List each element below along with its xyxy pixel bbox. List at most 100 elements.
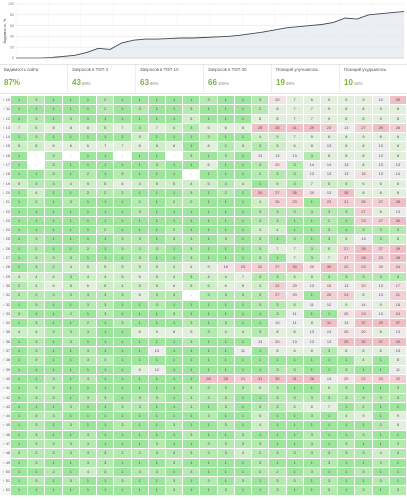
position-cell[interactable]: 1 bbox=[320, 439, 339, 449]
position-cell[interactable]: 8 bbox=[303, 319, 321, 328]
position-cell[interactable]: 5 bbox=[269, 133, 287, 142]
position-cell[interactable]: 1 bbox=[62, 458, 80, 467]
position-cell[interactable]: 1 bbox=[11, 486, 29, 495]
position-cell[interactable]: 1 bbox=[62, 96, 80, 105]
position-cell[interactable]: 1 bbox=[286, 439, 304, 449]
position-cell[interactable]: 3 bbox=[11, 449, 29, 458]
position-cell[interactable]: 3 bbox=[269, 402, 287, 412]
position-cell[interactable]: 3 bbox=[286, 179, 304, 188]
position-cell[interactable]: 1 bbox=[45, 226, 63, 235]
position-cell[interactable]: 31 bbox=[286, 374, 304, 384]
position-cell[interactable]: 3 bbox=[303, 244, 321, 254]
position-cell[interactable]: 3 bbox=[200, 449, 218, 458]
position-cell[interactable]: 1 bbox=[234, 319, 253, 328]
position-cell[interactable]: 1 bbox=[200, 421, 218, 430]
position-cell[interactable]: 3 bbox=[79, 300, 98, 309]
position-cell[interactable]: 1 bbox=[234, 170, 253, 179]
position-cell[interactable]: 3 bbox=[131, 207, 149, 216]
position-cell[interactable]: 8 bbox=[372, 188, 390, 198]
position-cell[interactable]: 1 bbox=[183, 421, 201, 430]
position-cell[interactable]: 1 bbox=[148, 374, 166, 384]
position-cell[interactable]: 1 bbox=[62, 412, 80, 421]
position-cell[interactable]: 1 bbox=[183, 374, 201, 384]
position-cell[interactable]: 3 bbox=[252, 235, 270, 244]
position-cell[interactable]: 3 bbox=[252, 254, 270, 263]
position-cell[interactable]: 2 bbox=[320, 216, 339, 226]
position-cell[interactable]: 1 bbox=[217, 365, 235, 374]
position-cell[interactable]: 1 bbox=[11, 439, 29, 449]
position-cell[interactable]: 3 bbox=[303, 467, 321, 477]
position-cell[interactable]: 3 bbox=[303, 254, 321, 263]
position-cell[interactable]: 1 bbox=[338, 458, 356, 467]
position-cell[interactable]: 1 bbox=[303, 309, 321, 319]
position-cell[interactable]: 1 bbox=[372, 384, 390, 393]
position-cell[interactable]: 1 bbox=[79, 412, 98, 421]
position-cell[interactable]: 3 bbox=[252, 244, 270, 254]
position-cell[interactable]: - bbox=[28, 151, 46, 161]
position-cell[interactable]: 8 bbox=[389, 105, 407, 114]
position-cell[interactable]: 1 bbox=[183, 216, 201, 226]
position-cell[interactable]: 3 bbox=[28, 421, 46, 430]
position-cell[interactable]: 4 bbox=[11, 272, 29, 281]
position-cell[interactable]: 3 bbox=[286, 235, 304, 244]
position-cell[interactable]: 1 bbox=[79, 235, 98, 244]
position-cell[interactable]: 20 bbox=[286, 281, 304, 291]
position-cell[interactable]: 3 bbox=[389, 393, 407, 402]
position-cell[interactable]: 3 bbox=[303, 430, 321, 439]
position-cell[interactable]: 4 bbox=[252, 281, 270, 291]
position-cell[interactable]: 2 bbox=[97, 105, 115, 114]
position-cell[interactable]: 29 bbox=[338, 337, 356, 347]
position-cell[interactable]: 1 bbox=[234, 254, 253, 263]
position-cell[interactable]: 1 bbox=[131, 384, 149, 393]
position-cell[interactable]: 9 bbox=[355, 412, 373, 421]
position-cell[interactable]: 3 bbox=[45, 254, 63, 263]
position-cell[interactable]: 2 bbox=[355, 402, 373, 412]
position-cell[interactable]: 1 bbox=[269, 430, 287, 439]
position-cell[interactable]: - bbox=[28, 161, 46, 170]
position-cell[interactable]: 28 bbox=[389, 254, 407, 263]
position-cell[interactable]: 4 bbox=[62, 179, 80, 188]
position-cell[interactable]: 3 bbox=[372, 477, 390, 486]
position-cell[interactable]: 1 bbox=[234, 105, 253, 114]
position-cell[interactable]: 3 bbox=[200, 393, 218, 402]
position-cell[interactable]: 3 bbox=[45, 384, 63, 393]
position-cell[interactable]: 1 bbox=[11, 402, 29, 412]
position-cell[interactable]: 1 bbox=[165, 393, 184, 402]
position-cell[interactable]: 8 bbox=[200, 142, 218, 151]
position-cell[interactable]: 1 bbox=[372, 430, 390, 439]
position-cell[interactable]: 8 bbox=[372, 207, 390, 216]
position-cell[interactable]: 11 bbox=[234, 347, 253, 356]
position-cell[interactable]: 3 bbox=[320, 458, 339, 467]
position-cell[interactable]: 3 bbox=[79, 356, 98, 365]
position-cell[interactable]: 3 bbox=[269, 449, 287, 458]
position-cell[interactable]: 8 bbox=[389, 188, 407, 198]
position-cell[interactable]: 1 bbox=[97, 486, 115, 495]
position-cell[interactable]: 4 bbox=[165, 123, 184, 133]
position-cell[interactable]: 1 bbox=[114, 356, 132, 365]
position-cell[interactable]: 27 bbox=[269, 263, 287, 272]
position-cell[interactable]: 4 bbox=[45, 272, 63, 281]
position-cell[interactable]: 3 bbox=[338, 272, 356, 281]
position-cell[interactable]: 3 bbox=[286, 207, 304, 216]
position-cell[interactable]: 3 bbox=[114, 244, 132, 254]
position-cell[interactable]: 9 bbox=[131, 365, 149, 374]
position-cell[interactable]: 4 bbox=[62, 263, 80, 272]
position-cell[interactable]: 23 bbox=[286, 198, 304, 207]
position-cell[interactable]: 13 bbox=[338, 123, 356, 133]
position-cell[interactable]: 3 bbox=[114, 402, 132, 412]
position-cell[interactable]: 1 bbox=[28, 467, 46, 477]
position-cell[interactable]: 4 bbox=[28, 272, 46, 281]
position-cell[interactable]: 4 bbox=[79, 467, 98, 477]
position-cell[interactable]: 1 bbox=[45, 477, 63, 486]
position-cell[interactable]: 1 bbox=[11, 393, 29, 402]
position-cell[interactable]: 3 bbox=[131, 123, 149, 133]
position-cell[interactable]: 3 bbox=[62, 272, 80, 281]
position-cell[interactable]: 1 bbox=[45, 430, 63, 439]
position-cell[interactable]: 13 bbox=[389, 328, 407, 337]
position-cell[interactable]: 14 bbox=[303, 161, 321, 170]
position-cell[interactable]: 23 bbox=[372, 374, 390, 384]
position-cell[interactable]: 3 bbox=[183, 430, 201, 439]
position-cell[interactable]: 4 bbox=[165, 263, 184, 272]
position-cell[interactable]: 1 bbox=[286, 384, 304, 393]
position-cell[interactable]: 8 bbox=[355, 291, 373, 300]
